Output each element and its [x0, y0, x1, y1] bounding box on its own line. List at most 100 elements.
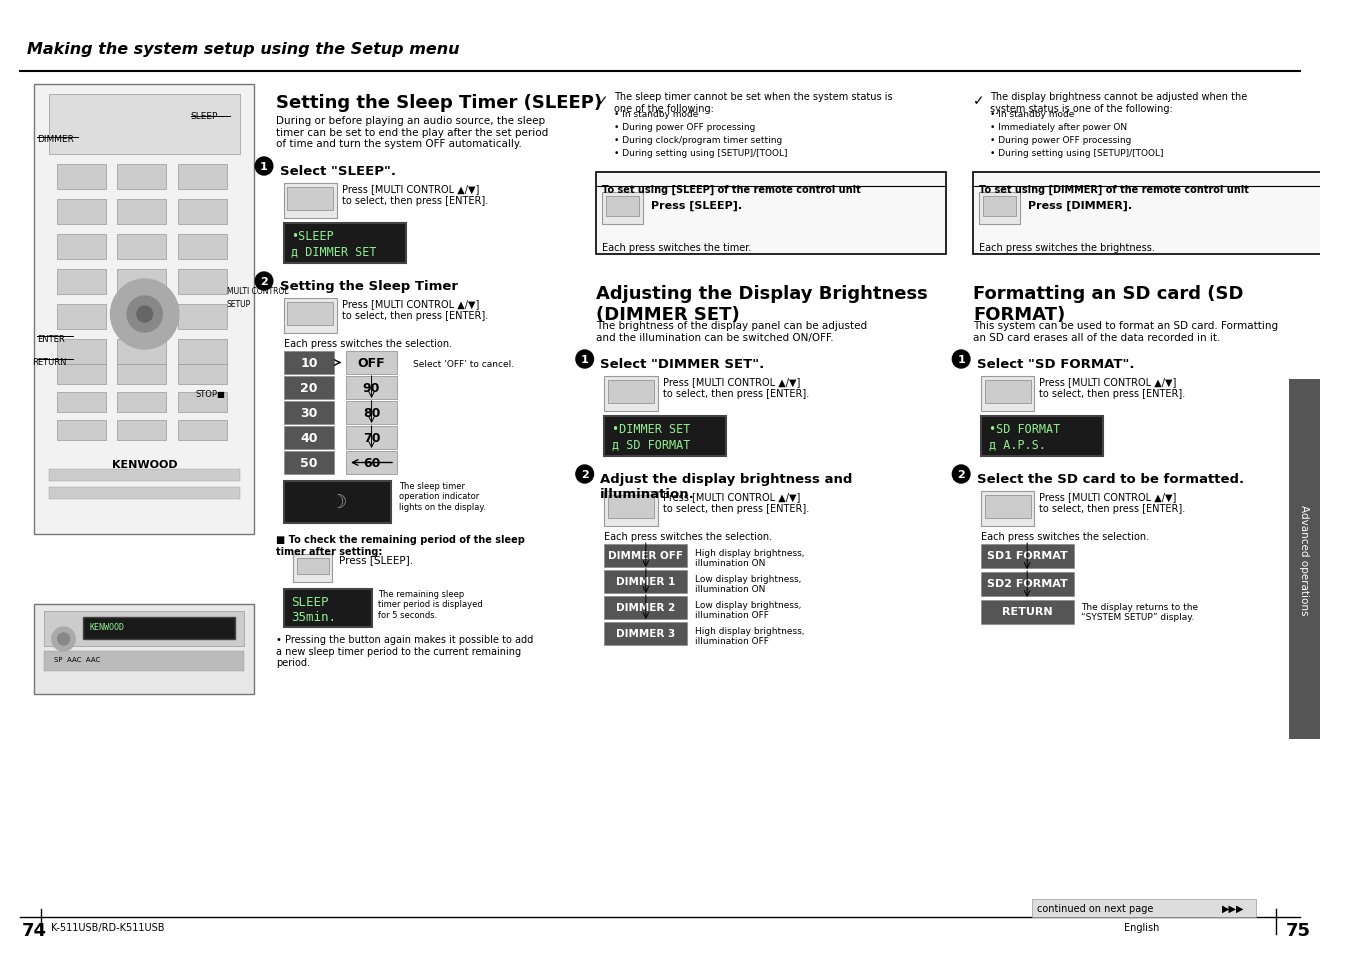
Text: K-511USB/RD-K511USB: K-511USB/RD-K511USB — [51, 923, 165, 932]
Circle shape — [952, 465, 969, 483]
Text: SD2 FORMAT: SD2 FORMAT — [987, 578, 1068, 588]
Bar — [117, 420, 166, 440]
Text: RETURN: RETURN — [32, 357, 66, 367]
Text: Each press switches the selection.: Each press switches the selection. — [980, 532, 1149, 541]
Text: 74: 74 — [22, 921, 46, 939]
Bar — [605, 376, 657, 412]
Bar — [45, 651, 244, 671]
Text: 70: 70 — [363, 432, 381, 444]
Bar — [1289, 379, 1320, 740]
Text: • During setting using [SETUP]/[TOOL]: • During setting using [SETUP]/[TOOL] — [614, 149, 787, 158]
Text: 50: 50 — [300, 456, 317, 470]
Text: 40: 40 — [300, 432, 317, 444]
Bar — [284, 224, 406, 264]
Bar — [609, 380, 655, 403]
Text: • In standby mode: • In standby mode — [614, 110, 698, 119]
Bar — [284, 427, 335, 450]
Bar — [178, 339, 227, 365]
Text: • During setting using [SETUP]/[TOOL]: • During setting using [SETUP]/[TOOL] — [991, 149, 1164, 158]
Bar — [49, 95, 239, 154]
Bar — [117, 165, 166, 190]
Bar — [284, 376, 335, 399]
Bar — [605, 597, 687, 619]
Circle shape — [111, 280, 180, 350]
Text: The sleep timer cannot be set when the system status is
one of the following:: The sleep timer cannot be set when the s… — [614, 91, 892, 113]
Text: Each press switches the selection.: Each press switches the selection. — [605, 532, 772, 541]
Text: • During clock/program timer setting: • During clock/program timer setting — [614, 136, 782, 145]
Text: DIMMER 3: DIMMER 3 — [616, 628, 675, 639]
Text: Press [MULTI CONTROL ▲/▼]
to select, then press [ENTER].: Press [MULTI CONTROL ▲/▼] to select, the… — [342, 184, 489, 206]
Bar — [117, 393, 166, 413]
Bar — [284, 352, 335, 375]
Bar — [284, 184, 338, 219]
Circle shape — [136, 307, 153, 323]
Bar — [983, 196, 1017, 216]
Bar — [34, 85, 254, 535]
Text: ▶▶▶: ▶▶▶ — [1222, 903, 1245, 913]
Text: 90: 90 — [363, 381, 381, 395]
Text: Press [SLEEP].: Press [SLEEP]. — [651, 201, 742, 211]
Text: During or before playing an audio source, the sleep
timer can be set to end the : During or before playing an audio source… — [275, 116, 548, 149]
Bar — [117, 200, 166, 225]
Bar — [605, 416, 726, 456]
Text: KENWOOD: KENWOOD — [90, 622, 126, 631]
Text: Each press switches the timer.: Each press switches the timer. — [602, 243, 752, 253]
Text: Select "SLEEP".: Select "SLEEP". — [279, 165, 396, 178]
Text: SLEEP: SLEEP — [190, 112, 219, 121]
Bar — [984, 380, 1030, 403]
Text: High display brightness,
illumination OFF: High display brightness, illumination OF… — [695, 626, 805, 646]
Text: •DIMMER SET
д SD FORMAT: •DIMMER SET д SD FORMAT — [612, 422, 690, 451]
Bar — [288, 188, 333, 211]
Bar — [117, 339, 166, 365]
Bar — [178, 270, 227, 294]
Text: 2: 2 — [580, 470, 589, 479]
Bar — [984, 496, 1030, 518]
Bar — [980, 492, 1034, 526]
Text: Select ’OFF’ to cancel.: Select ’OFF’ to cancel. — [413, 359, 514, 369]
Bar — [34, 604, 254, 695]
Bar — [57, 200, 105, 225]
Text: Press [MULTI CONTROL ▲/▼]
to select, then press [ENTER].: Press [MULTI CONTROL ▲/▼] to select, the… — [342, 298, 489, 320]
Bar — [288, 303, 333, 326]
Text: Press [MULTI CONTROL ▲/▼]
to select, then press [ENTER].: Press [MULTI CONTROL ▲/▼] to select, the… — [1040, 376, 1185, 398]
Text: SP  AAC  AAC: SP AAC AAC — [54, 657, 100, 662]
Text: Press [MULTI CONTROL ▲/▼]
to select, then press [ENTER].: Press [MULTI CONTROL ▲/▼] to select, the… — [663, 492, 809, 513]
Bar — [606, 196, 640, 216]
Text: DIMMER 2: DIMMER 2 — [616, 602, 675, 613]
Text: KENWOOD: KENWOOD — [112, 459, 177, 470]
Text: The display brightness cannot be adjusted when the
system status is one of the f: The display brightness cannot be adjuste… — [991, 91, 1247, 113]
Text: This system can be used to format an SD card. Formatting
an SD card erases all o: This system can be used to format an SD … — [973, 320, 1278, 342]
Bar — [297, 558, 328, 575]
Text: Each press switches the brightness.: Each press switches the brightness. — [979, 243, 1154, 253]
Bar — [602, 193, 644, 225]
Text: 80: 80 — [363, 407, 381, 419]
Bar — [57, 234, 105, 260]
Bar — [117, 270, 166, 294]
Bar — [178, 305, 227, 330]
Bar — [57, 365, 105, 385]
Bar — [346, 352, 397, 375]
Text: MULTI CONTROL: MULTI CONTROL — [227, 287, 289, 295]
Text: 1: 1 — [957, 355, 965, 365]
Bar — [605, 492, 657, 526]
Bar — [284, 452, 335, 475]
Text: • During power OFF processing: • During power OFF processing — [614, 123, 756, 132]
Text: The remaining sleep
timer period is displayed
for 5 seconds.: The remaining sleep timer period is disp… — [378, 589, 483, 619]
Bar — [346, 376, 397, 399]
Text: ENTER: ENTER — [38, 335, 65, 344]
Bar — [178, 234, 227, 260]
Circle shape — [127, 296, 162, 333]
Text: DIMMER OFF: DIMMER OFF — [609, 551, 683, 560]
Bar — [45, 612, 244, 646]
Bar — [57, 270, 105, 294]
Bar — [57, 165, 105, 190]
Bar — [284, 589, 371, 627]
Bar — [980, 376, 1034, 412]
Text: Adjust the display brightness and
illumination.: Adjust the display brightness and illumi… — [601, 473, 853, 500]
Bar — [117, 305, 166, 330]
Text: DIMMER: DIMMER — [38, 135, 74, 144]
Bar — [178, 420, 227, 440]
Text: English: English — [1125, 923, 1160, 932]
Text: •SLEEP
д DIMMER SET: •SLEEP д DIMMER SET — [292, 230, 377, 257]
Text: 75: 75 — [1285, 921, 1311, 939]
